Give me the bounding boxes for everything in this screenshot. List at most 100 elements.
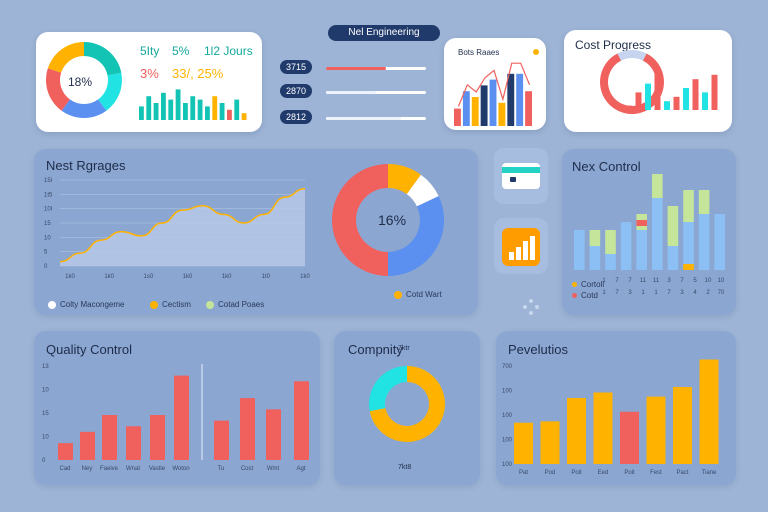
overview-mini-bar-2 (153, 103, 159, 120)
next-xtick-7: 5 (693, 278, 697, 284)
next-legend-1: Cortoll (572, 280, 604, 289)
spinner-icon-dot-3 (529, 311, 533, 315)
cost-bar-7 (692, 79, 699, 110)
next-xtick-1: 7 (615, 278, 619, 284)
area-xtick-2: 1s0 (143, 274, 153, 280)
next-bar-green-2 (605, 230, 616, 254)
community-title: Compnity (348, 342, 403, 357)
mini-chart-bar-0 (454, 108, 461, 126)
next-bar-green-5 (652, 174, 663, 198)
next-xtick-4: 11 (653, 278, 660, 284)
dev-bar-4 (620, 411, 639, 464)
overview-mini-bar-4 (168, 99, 174, 120)
qc-bar-8 (266, 409, 281, 460)
qc-xtick-7: Cost (241, 466, 254, 472)
bar-chart-icon-bar-3 (523, 241, 528, 260)
qc-xtick-1: Ney (82, 466, 93, 472)
next-xtick2-3: 1 (641, 290, 645, 296)
next-xtick-2: 7 (628, 278, 632, 284)
dev-xtick-4: Poit (624, 470, 635, 476)
area-legend-2: Cectism (150, 300, 191, 309)
next-bar-red-mark (636, 220, 647, 226)
overview-mini-bar-12 (227, 109, 232, 120)
area-chart-title: Nest Rgrages (46, 158, 126, 173)
qc-bar-6 (214, 420, 229, 460)
next-bar-blue-4 (636, 230, 647, 270)
cost-bar-3 (654, 70, 661, 110)
cost-ring-red (600, 53, 664, 114)
legend-dot-white (48, 300, 56, 309)
area-xtick-4: 1k0 (222, 274, 232, 280)
engineering-progress-fill-2 (326, 117, 401, 120)
area-ytick-2: 10l (44, 207, 52, 213)
dev-ytick-2: 100 (502, 413, 513, 419)
area-xtick-5: 1t0 (262, 274, 271, 280)
engineering-row-3-label: 2812 (280, 110, 313, 124)
dev-bar-3 (593, 392, 613, 464)
engineering-row-1-label: 3715 (280, 60, 313, 74)
bar-chart-icon-bar-1 (509, 252, 514, 260)
legend-dot-lime (206, 300, 214, 309)
quality-control-chart: 13 10 15 10 0 Cad Ney Faeive Wnat Vastle Woton Tu Co… (42, 364, 309, 472)
next-xtick2-5: 7 (667, 290, 671, 296)
community-top-label: 7ktr (398, 345, 410, 352)
qc-xtick-6: Tu (218, 466, 225, 472)
mid-donut-label: 16% (378, 212, 407, 228)
dev-bar-0 (514, 422, 533, 464)
next-bar-blue-7 (683, 222, 694, 270)
qc-xtick-5: Woton (172, 466, 189, 472)
next-bar-green-8 (698, 190, 710, 214)
overview-donut-label: 18% (68, 75, 93, 89)
cost-bar-0 (626, 105, 632, 110)
dev-ytick-1: 100 (502, 389, 513, 395)
dev-xtick-7: Tiane (702, 470, 717, 476)
next-xtick2-8: 2 (706, 290, 710, 296)
area-ytick-6: 0 (44, 264, 48, 270)
overview-donut-slice-4 (47, 42, 84, 73)
mid-donut-slice-3 (332, 164, 388, 276)
bar-chart-icon (502, 228, 540, 266)
overview-mini-bar-6 (183, 103, 188, 120)
developments-title: Pevelutios (508, 342, 568, 357)
overview-donut-slice-3 (45, 68, 70, 111)
cost-bar-9 (711, 74, 718, 110)
overview-mini-bar-3 (161, 92, 166, 120)
dev-xtick-0: Pat (519, 470, 528, 476)
overview-donut (45, 42, 122, 119)
next-bar-blue-3 (620, 222, 632, 270)
area-ytick-3: 15 (44, 221, 51, 227)
next-xtick-3: 11 (640, 278, 647, 284)
dev-xtick-2: Poit (571, 470, 582, 476)
next-legend-2-label: Cotd (581, 291, 598, 300)
dev-bar-7 (699, 359, 719, 464)
qc-xtick-0: Cad (59, 466, 70, 472)
mid-donut-legend: Cotd Wart (394, 290, 442, 299)
cost-ring-gray (617, 50, 647, 61)
legend-dot-red-3 (572, 293, 577, 298)
overview-mini-bar-14 (241, 113, 247, 120)
qc-bar-9 (294, 381, 309, 460)
overview-mini-bar-10 (212, 96, 218, 120)
bar-chart-icon-bar-2 (516, 247, 521, 260)
qc-bar-7 (240, 398, 255, 460)
legend-dot-yellow-2 (394, 290, 402, 299)
cost-progress-card (564, 30, 732, 132)
area-xtick-0: 1k0 (65, 274, 75, 280)
next-xtick-0: 1 (602, 278, 606, 284)
area-legend-1-label: Colty Macongeme (60, 300, 125, 309)
next-bar-green-6 (667, 206, 679, 246)
next-bar-yellow-mark (683, 264, 694, 270)
dev-bar-2 (567, 398, 586, 464)
next-control-xticks: 1 7 7 11 11 3 7 5 10 101 7 3 1 1 7 3 4 2 70 (602, 278, 725, 296)
community-bottom-label: 7kt8 (398, 464, 412, 471)
legend-dot-yellow (150, 300, 158, 309)
qc-ytick-4: 0 (42, 458, 46, 464)
spinner-icon (523, 299, 539, 315)
next-bar-green-7 (683, 190, 694, 222)
next-xtick-9: 10 (718, 278, 725, 284)
dev-bar-6 (673, 387, 692, 464)
qc-xtick-9: Agt (296, 466, 305, 472)
qc-bar-3 (126, 426, 141, 460)
area-chart: 15l 1t5 10l 15 10 5 0 1k0 1k0 1s0 1k0 1k0 1t0 1k0 (44, 178, 310, 280)
mini-chart-bar-4 (489, 79, 497, 126)
